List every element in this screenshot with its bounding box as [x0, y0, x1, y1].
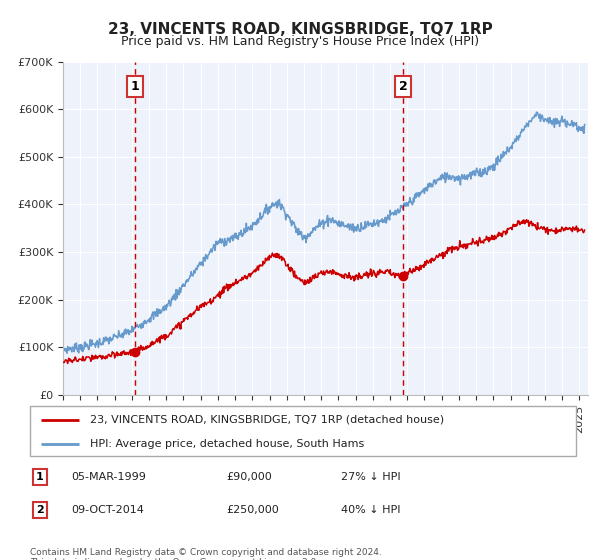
Text: £250,000: £250,000: [227, 505, 280, 515]
Text: 40% ↓ HPI: 40% ↓ HPI: [341, 505, 401, 515]
Text: Contains HM Land Registry data © Crown copyright and database right 2024.
This d: Contains HM Land Registry data © Crown c…: [30, 548, 382, 560]
Text: Price paid vs. HM Land Registry's House Price Index (HPI): Price paid vs. HM Land Registry's House …: [121, 35, 479, 48]
Text: £90,000: £90,000: [227, 472, 272, 482]
Text: 27% ↓ HPI: 27% ↓ HPI: [341, 472, 401, 482]
Text: 23, VINCENTS ROAD, KINGSBRIDGE, TQ7 1RP: 23, VINCENTS ROAD, KINGSBRIDGE, TQ7 1RP: [107, 22, 493, 38]
Text: 2: 2: [399, 80, 407, 93]
Text: 1: 1: [130, 80, 139, 93]
Text: 09-OCT-2014: 09-OCT-2014: [71, 505, 144, 515]
Text: 23, VINCENTS ROAD, KINGSBRIDGE, TQ7 1RP (detached house): 23, VINCENTS ROAD, KINGSBRIDGE, TQ7 1RP …: [90, 414, 444, 424]
FancyBboxPatch shape: [30, 406, 576, 456]
Text: 2: 2: [36, 505, 44, 515]
Text: 1: 1: [36, 472, 44, 482]
Text: 05-MAR-1999: 05-MAR-1999: [71, 472, 146, 482]
Text: HPI: Average price, detached house, South Hams: HPI: Average price, detached house, Sout…: [90, 439, 364, 449]
